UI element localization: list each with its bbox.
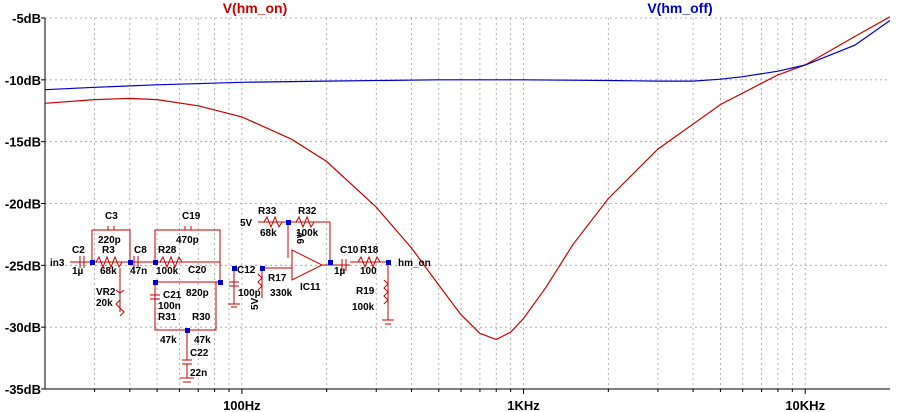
schematic-label: R31	[158, 312, 177, 323]
schematic-label: 100	[360, 266, 377, 277]
schematic-label: C19	[182, 211, 201, 222]
schematic-label: C12	[237, 265, 256, 276]
y-tick-label: -5dB	[12, 11, 41, 26]
schematic-label: R19	[356, 286, 375, 297]
series-line-v-hm-on-	[44, 16, 891, 341]
schematic-label: 100k	[352, 302, 375, 313]
schematic-label: 47k	[194, 335, 211, 346]
schematic-label: C2	[72, 245, 85, 256]
schematic-label: 5V	[250, 297, 261, 310]
x-tick-label: 10KHz	[785, 398, 825, 412]
schematic-labels: C3 220p C19 470p R33 68k R32 100k 5V C2 1µ R3 68k C8 4…	[50, 206, 431, 379]
schematic-label: IC11	[300, 282, 321, 293]
schematic-label: 1µ	[72, 266, 84, 277]
schematic-label: C21	[163, 290, 182, 301]
series-lines	[44, 16, 891, 341]
schematic-label: 47n	[130, 266, 147, 277]
schematic-label: 1µ	[334, 266, 346, 277]
schematic-label: 68k	[100, 266, 117, 277]
schematic-node	[90, 260, 95, 265]
schematic-label: R18	[360, 245, 379, 256]
schematic-label: 22n	[190, 368, 207, 379]
tick-labels: -5dB -10dB -15dB -20dB -25dB -30dB -35dB 100Hz 1…	[5, 11, 826, 412]
schematic-wires	[70, 215, 394, 383]
schematic-label: 470p	[176, 235, 199, 246]
x-tick-label: 1KHz	[507, 398, 540, 412]
schematic-label: 100k	[156, 266, 179, 277]
schematic-label: 100p	[238, 288, 261, 299]
schematic-label: R28	[158, 245, 177, 256]
schematic-label: C22	[190, 348, 209, 359]
schematic-label: R32	[298, 206, 317, 217]
schematic-label: 20k	[96, 298, 113, 309]
y-tick-label: -25dB	[5, 258, 41, 273]
y-tick-label: -15dB	[5, 135, 41, 150]
schematic-node	[260, 266, 265, 271]
schematic-label: C10	[340, 245, 359, 256]
schematic-node	[128, 260, 133, 265]
schematic-label: 9V	[296, 231, 307, 244]
schematic-label: 330k	[270, 288, 293, 299]
schematic-label: hm_on	[398, 258, 431, 269]
schematic-node	[153, 260, 158, 265]
series-line-v-hm-off-	[44, 20, 891, 91]
schematic-label: 100n	[158, 301, 181, 312]
schematic-node	[386, 260, 391, 265]
y-tick-label: -20dB	[5, 197, 41, 212]
schematic-node	[232, 266, 237, 271]
schematic-label: R33	[258, 206, 277, 217]
schematic-label: R3	[102, 245, 115, 256]
schematic-label: 68k	[260, 228, 277, 239]
schematic-label: 220p	[98, 235, 121, 246]
schematic-label: R30	[192, 312, 211, 323]
circuit-schematic: C3 220p C19 470p R33 68k R32 100k 5V C2 1µ R3 68k C8 4…	[50, 206, 431, 383]
y-tick-label: -30dB	[5, 320, 41, 335]
schematic-node	[328, 260, 333, 265]
schematic-label: VR2	[96, 287, 116, 298]
series-title-hm-off: V(hm_off)	[647, 0, 712, 16]
schematic-node	[153, 280, 158, 285]
schematic-label: R17	[268, 273, 287, 284]
schematic-node	[286, 220, 291, 225]
schematic-label: 5V	[240, 218, 253, 229]
schematic-label: 820p	[186, 288, 209, 299]
schematic-label: 100k	[296, 228, 319, 239]
schematic-label: in3	[50, 258, 65, 269]
schematic-nodes	[90, 220, 391, 333]
series-title-hm-on: V(hm_on)	[223, 0, 288, 16]
y-tick-label: -10dB	[5, 73, 41, 88]
schematic-label: 47k	[160, 335, 177, 346]
schematic-node	[185, 328, 190, 333]
y-tick-label: -35dB	[5, 382, 41, 397]
schematic-node	[218, 280, 223, 285]
schematic-label: C3	[105, 211, 118, 222]
schematic-label: C20	[188, 265, 207, 276]
x-tick-label: 100Hz	[223, 398, 261, 412]
schematic-label: C8	[134, 245, 147, 256]
